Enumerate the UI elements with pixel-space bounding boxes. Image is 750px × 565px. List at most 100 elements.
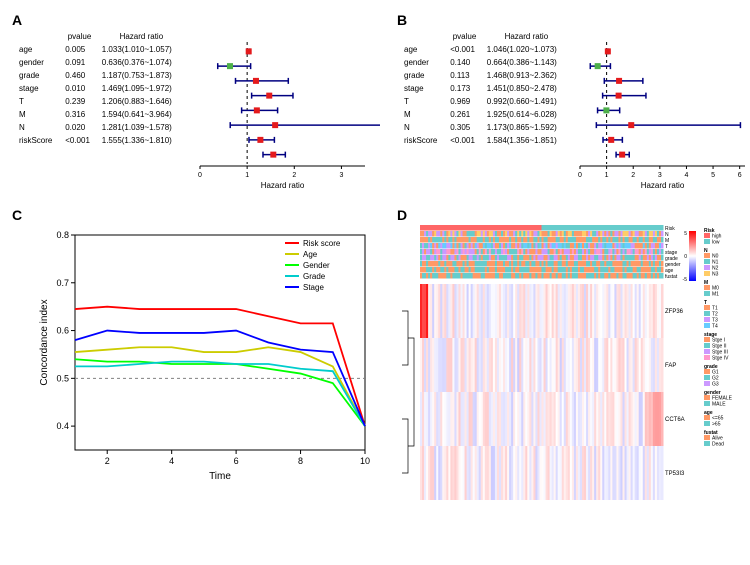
forest-plot-b: pvalueHazard ratioage<0.0011.046(1.020~1… bbox=[395, 10, 750, 195]
svg-text:Hazard ratio: Hazard ratio bbox=[261, 181, 305, 190]
var-name: grade bbox=[15, 69, 61, 82]
hazard-ratio: 1.187(0.753~1.873) bbox=[98, 69, 185, 82]
panel-b: B pvalueHazard ratioage<0.0011.046(1.020… bbox=[395, 10, 750, 195]
forest-row: grade0.1131.468(0.913~2.362) bbox=[400, 69, 570, 82]
var-name: T bbox=[400, 95, 446, 108]
forest-chart-a: 0123Hazard ratio bbox=[185, 30, 380, 190]
var-name: T bbox=[15, 95, 61, 108]
var-name: grade bbox=[400, 69, 446, 82]
pvalue: 0.173 bbox=[446, 82, 483, 95]
hazard-ratio: 1.584(1.356~1.851) bbox=[483, 134, 570, 147]
forest-header bbox=[400, 30, 446, 43]
figure-grid: A pvalueHazard ratioage0.0051.033(1.010~… bbox=[10, 10, 740, 515]
pvalue: 0.091 bbox=[61, 56, 98, 69]
hazard-ratio: 1.468(0.913~2.362) bbox=[483, 69, 570, 82]
svg-text:-5: -5 bbox=[683, 277, 688, 283]
pvalue: <0.001 bbox=[61, 134, 98, 147]
forest-row: N0.3051.173(0.865~1.592) bbox=[400, 121, 570, 134]
forest-row: gender0.0910.636(0.376~1.074) bbox=[15, 56, 185, 69]
svg-text:0.8: 0.8 bbox=[56, 230, 69, 240]
svg-text:6: 6 bbox=[738, 172, 742, 179]
forest-row: M0.3161.594(0.641~3.964) bbox=[15, 108, 185, 121]
pvalue: 0.969 bbox=[446, 95, 483, 108]
svg-text:5: 5 bbox=[711, 172, 715, 179]
hazard-ratio: 1.925(0.614~6.028) bbox=[483, 108, 570, 121]
forest-row: stage0.1731.451(0.850~2.478) bbox=[400, 82, 570, 95]
svg-text:G3: G3 bbox=[712, 382, 719, 388]
svg-text:Age: Age bbox=[303, 250, 318, 259]
panel-a: A pvalueHazard ratioage0.0051.033(1.010~… bbox=[10, 10, 385, 195]
svg-text:MALE: MALE bbox=[712, 402, 726, 408]
svg-text:Gender: Gender bbox=[303, 261, 330, 270]
hazard-ratio: 1.555(1.336~1.810) bbox=[98, 134, 185, 147]
svg-text:TP53I3: TP53I3 bbox=[665, 471, 685, 477]
panel-d: D RiskNMTstagegradegenderagefustatZFP36F… bbox=[395, 205, 750, 515]
pvalue: <0.001 bbox=[446, 43, 483, 56]
forest-header: Hazard ratio bbox=[483, 30, 570, 43]
svg-text:Dead: Dead bbox=[712, 442, 724, 448]
panel-label-b: B bbox=[397, 12, 407, 28]
hazard-ratio: 1.033(1.010~1.057) bbox=[98, 43, 185, 56]
forest-row: riskScore<0.0011.584(1.356~1.851) bbox=[400, 134, 570, 147]
svg-text:CCT6A: CCT6A bbox=[665, 417, 685, 423]
hazard-ratio: 1.594(0.641~3.964) bbox=[98, 108, 185, 121]
pvalue: 0.020 bbox=[61, 121, 98, 134]
svg-text:0.6: 0.6 bbox=[56, 326, 69, 336]
svg-text:0: 0 bbox=[684, 254, 687, 260]
pvalue: 0.261 bbox=[446, 108, 483, 121]
forest-header: pvalue bbox=[61, 30, 98, 43]
svg-text:ZFP36: ZFP36 bbox=[665, 309, 684, 315]
svg-text:0.5: 0.5 bbox=[56, 373, 69, 383]
var-name: gender bbox=[400, 56, 446, 69]
svg-text:>65: >65 bbox=[712, 422, 721, 428]
svg-text:0: 0 bbox=[198, 172, 202, 179]
forest-header: pvalue bbox=[446, 30, 483, 43]
svg-text:2: 2 bbox=[292, 172, 296, 179]
svg-text:10: 10 bbox=[360, 456, 370, 466]
svg-text:Hazard ratio: Hazard ratio bbox=[641, 181, 685, 190]
pvalue: 0.460 bbox=[61, 69, 98, 82]
pvalue: 0.316 bbox=[61, 108, 98, 121]
hazard-ratio: 0.992(0.660~1.491) bbox=[483, 95, 570, 108]
forest-row: grade0.4601.187(0.753~1.873) bbox=[15, 69, 185, 82]
forest-row: age<0.0011.046(1.020~1.073) bbox=[400, 43, 570, 56]
var-name: riskScore bbox=[15, 134, 61, 147]
var-name: stage bbox=[400, 82, 446, 95]
forest-table-b: pvalueHazard ratioage<0.0011.046(1.020~1… bbox=[400, 30, 570, 190]
svg-text:M1: M1 bbox=[712, 292, 719, 298]
var-name: N bbox=[15, 121, 61, 134]
hazard-ratio: 0.636(0.376~1.074) bbox=[98, 56, 185, 69]
pvalue: 0.140 bbox=[446, 56, 483, 69]
pvalue: 0.113 bbox=[446, 69, 483, 82]
forest-table-a: pvalueHazard ratioage0.0051.033(1.010~1.… bbox=[15, 30, 185, 190]
var-name: age bbox=[400, 43, 446, 56]
svg-text:N3: N3 bbox=[712, 272, 719, 278]
svg-text:5: 5 bbox=[684, 231, 687, 237]
hazard-ratio: 0.664(0.386~1.143) bbox=[483, 56, 570, 69]
forest-row: T0.2391.206(0.883~1.646) bbox=[15, 95, 185, 108]
svg-text:2: 2 bbox=[631, 172, 635, 179]
svg-text:0.7: 0.7 bbox=[56, 278, 69, 288]
svg-text:3: 3 bbox=[658, 172, 662, 179]
var-name: stage bbox=[15, 82, 61, 95]
pvalue: 0.005 bbox=[61, 43, 98, 56]
pvalue: <0.001 bbox=[446, 134, 483, 147]
hazard-ratio: 1.206(0.883~1.646) bbox=[98, 95, 185, 108]
var-name: age bbox=[15, 43, 61, 56]
svg-text:fustat: fustat bbox=[665, 274, 678, 280]
forest-chart-b: 0123456Hazard ratio bbox=[570, 30, 750, 190]
forest-row: age0.0051.033(1.010~1.057) bbox=[15, 43, 185, 56]
svg-text:4: 4 bbox=[169, 456, 174, 466]
var-name: M bbox=[15, 108, 61, 121]
hazard-ratio: 1.281(1.039~1.578) bbox=[98, 121, 185, 134]
forest-row: riskScore<0.0011.555(1.336~1.810) bbox=[15, 134, 185, 147]
var-name: riskScore bbox=[400, 134, 446, 147]
panel-c: C 0.40.50.60.70.8246810TimeConcordance i… bbox=[10, 205, 385, 515]
svg-text:6: 6 bbox=[234, 456, 239, 466]
pvalue: 0.305 bbox=[446, 121, 483, 134]
svg-text:Risk score: Risk score bbox=[303, 239, 341, 248]
svg-text:Concordance index: Concordance index bbox=[39, 299, 50, 385]
panel-label-a: A bbox=[12, 12, 22, 28]
forest-row: T0.9690.992(0.660~1.491) bbox=[400, 95, 570, 108]
heatmap: RiskNMTstagegradegenderagefustatZFP36FAP… bbox=[395, 205, 750, 515]
